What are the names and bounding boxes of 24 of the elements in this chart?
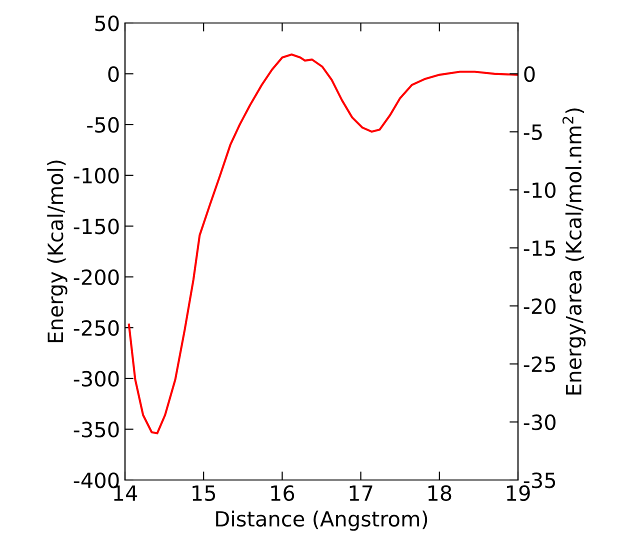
x-tick-label: 18 [428,485,452,501]
y-tick-label: -50 [87,117,119,133]
y-tick-label: -100 [74,168,119,184]
y2-tick-label: -20 [524,298,556,314]
y-tick-label: -350 [74,422,119,438]
x-tick-label: 15 [192,486,216,501]
x-axis-title: Distance (Angstrom) [216,510,428,531]
y-tick-label: -200 [74,269,119,286]
y2-tick-label: -15 [524,240,556,256]
y2-axis-title: Energy/area (Kcal/mol.nm$^{2}$) [562,108,586,394]
y-tick-label: -300 [74,370,119,387]
y2-tick-label: -5 [524,124,542,140]
y2-tick-label: -25 [524,356,556,372]
y2-tick-label: -10 [524,182,556,198]
y2-tick-label: 0 [524,66,535,82]
x-tick-label: 16 [271,485,294,501]
y-tick-label: 50 [95,15,119,32]
x-tick-label: 17 [350,486,372,501]
y-axis-title: Energy (Kcal/mol) [47,160,68,342]
y-tick-label: 0 [108,66,119,82]
y2-tick-label: -30 [524,414,556,430]
y-tick-label: -250 [74,320,119,336]
line-series [128,53,518,434]
y-tick-label: -150 [74,218,119,234]
